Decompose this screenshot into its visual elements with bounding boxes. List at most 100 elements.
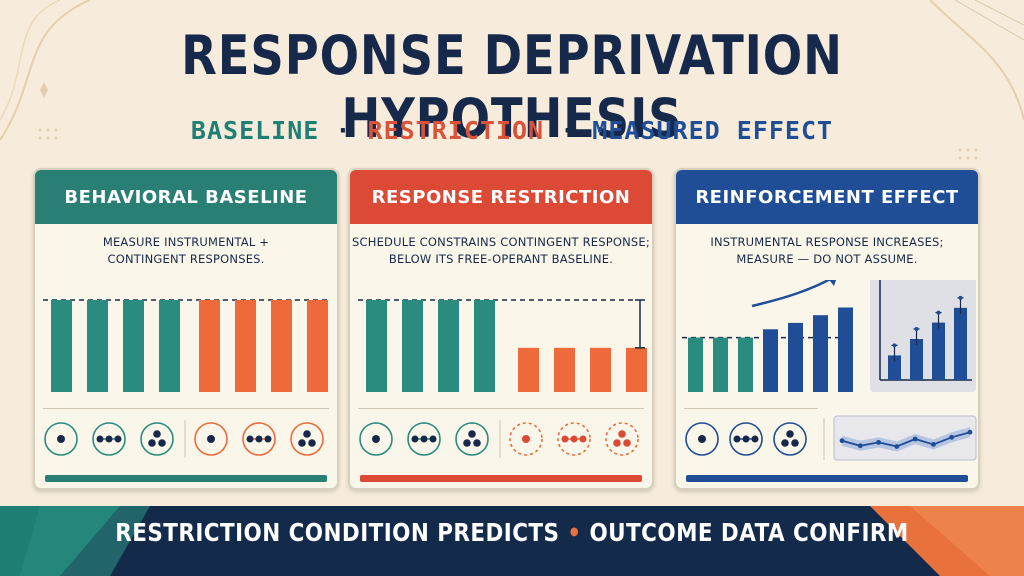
- bar: [402, 300, 423, 392]
- bar-chart: [682, 280, 976, 392]
- bar-chart: [358, 299, 647, 392]
- divider: [43, 408, 329, 409]
- error-bar-point: [914, 327, 919, 331]
- bar: [518, 347, 539, 392]
- bar: [813, 315, 828, 392]
- icon-dot: [308, 439, 316, 447]
- bar: [474, 300, 495, 392]
- icon-dot: [613, 439, 621, 447]
- bar: [688, 337, 703, 392]
- bar: [123, 300, 144, 392]
- icon-dot: [781, 439, 789, 447]
- icon-dot: [255, 435, 263, 443]
- trend-band: [842, 427, 970, 452]
- subtitle-measured-effect: MEASURED EFFECT: [592, 116, 834, 145]
- panel-footer-bar: [360, 475, 642, 482]
- icon-dot: [791, 439, 799, 447]
- icon-dot: [207, 435, 215, 443]
- subtitle-baseline: BASELINE: [190, 116, 320, 145]
- icon-dot: [463, 439, 471, 447]
- inset-bar: [954, 307, 967, 380]
- divider: [358, 408, 644, 409]
- bar: [159, 300, 180, 392]
- bar: [235, 300, 256, 392]
- bar: [590, 347, 611, 392]
- icon-dot: [618, 430, 626, 438]
- panel-header: RESPONSE RESTRICTION: [350, 170, 652, 224]
- subtitle: BASELINE · RESTRICTION · MEASURED EFFECT: [0, 116, 1024, 145]
- icon-dot: [570, 435, 578, 443]
- footer-separator: •: [567, 518, 582, 547]
- trend-point: [931, 442, 936, 447]
- icon-dot: [303, 430, 311, 438]
- response-icon: [509, 422, 543, 456]
- icon-dot: [264, 435, 272, 443]
- response-icon: [407, 422, 441, 456]
- panel-header: BEHAVIORAL BASELINE: [35, 170, 337, 224]
- icon-dot: [522, 435, 530, 443]
- bar: [271, 300, 292, 392]
- icon-dot: [468, 430, 476, 438]
- response-icon: [194, 422, 228, 456]
- icon-dot: [420, 435, 428, 443]
- footer-right: OUTCOME DATA CONFIRM: [589, 518, 909, 547]
- icon-dot: [698, 435, 706, 443]
- icon-dot: [372, 435, 380, 443]
- icon-dot: [742, 435, 750, 443]
- bar: [763, 329, 778, 392]
- response-icon: [140, 422, 174, 456]
- panel-restriction: RESPONSE RESTRICTION SCHEDULE CONSTRAINS…: [348, 168, 654, 490]
- response-icon: [557, 422, 591, 456]
- subtitle-separator: ·: [560, 116, 577, 145]
- panel-description: INSTRUMENTAL RESPONSE INCREASES; MEASURE…: [676, 234, 978, 268]
- icon-dot: [429, 435, 437, 443]
- response-icons: [685, 415, 977, 461]
- panel-description: MEASURE INSTRUMENTAL + CONTINGENT RESPON…: [35, 234, 337, 268]
- description-line: INSTRUMENTAL RESPONSE INCREASES;: [710, 235, 944, 249]
- panel-header: REINFORCEMENT EFFECT: [676, 170, 978, 224]
- panel-description: SCHEDULE CONSTRAINS CONTINGENT RESPONSE;…: [350, 234, 652, 268]
- inset-bar: [888, 355, 901, 380]
- response-icon: [44, 422, 78, 456]
- icon-dot: [298, 439, 306, 447]
- error-bar-point: [958, 295, 963, 300]
- icon-dot: [473, 439, 481, 447]
- bar: [738, 337, 753, 392]
- response-icon: [773, 422, 807, 456]
- subtitle-restriction: RESTRICTION: [367, 116, 545, 145]
- trend-point: [876, 440, 881, 445]
- response-icons: [44, 420, 324, 458]
- trend-point: [967, 429, 973, 435]
- icon-dot: [158, 439, 166, 447]
- description-line: CONTINGENT RESPONSES.: [107, 252, 265, 266]
- panel-footer-bar: [686, 475, 968, 482]
- icon-dot: [579, 435, 587, 443]
- response-icon: [290, 422, 324, 456]
- response-icon: [242, 422, 276, 456]
- trend-point: [894, 444, 900, 449]
- trend-point: [857, 443, 863, 449]
- trend-point: [949, 434, 955, 440]
- icon-dot: [246, 435, 254, 443]
- bar: [626, 347, 647, 392]
- panel-baseline: BEHAVIORAL BASELINE MEASURE INSTRUMENTAL…: [33, 168, 339, 490]
- response-icon: [605, 422, 639, 456]
- response-icon: [455, 422, 489, 456]
- response-icon: [685, 422, 719, 456]
- bar: [366, 300, 387, 392]
- divider: [684, 408, 818, 409]
- panel-effect: REINFORCEMENT EFFECT INSTRUMENTAL RESPON…: [674, 168, 980, 490]
- trend-point: [839, 438, 845, 444]
- icon-dot: [733, 435, 741, 443]
- subtitle-separator: ·: [335, 116, 352, 145]
- bar: [554, 347, 575, 392]
- response-icons: [359, 420, 639, 458]
- footer-text: RESTRICTION CONDITION PREDICTS • OUTCOME…: [72, 518, 953, 547]
- response-icon: [92, 422, 126, 456]
- bar: [307, 300, 328, 392]
- bar-chart: [43, 299, 331, 392]
- response-icon: [729, 422, 763, 456]
- trend-line: [841, 431, 971, 448]
- icon-dot: [153, 430, 161, 438]
- bar: [199, 300, 220, 392]
